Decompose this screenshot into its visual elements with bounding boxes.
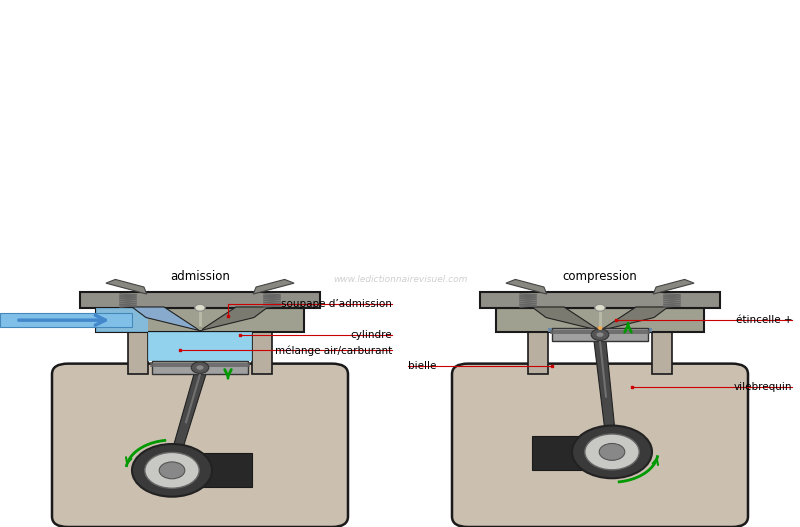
Text: mélange air/carburant: mélange air/carburant [274, 345, 392, 356]
Polygon shape [167, 374, 206, 468]
Text: bielle: bielle [408, 362, 436, 371]
Bar [652, 332, 672, 374]
Polygon shape [200, 307, 268, 331]
Bar [252, 332, 272, 374]
Bar [128, 332, 148, 374]
FancyBboxPatch shape [52, 364, 348, 527]
Text: compression: compression [562, 270, 638, 283]
Circle shape [198, 326, 202, 330]
Circle shape [159, 462, 185, 479]
Circle shape [191, 362, 209, 373]
Text: www.ledictionnairevisuel.com: www.ledictionnairevisuel.com [333, 275, 467, 284]
Circle shape [132, 444, 212, 496]
Bar [152, 361, 248, 374]
Bar [0, 313, 132, 327]
Bar [96, 308, 304, 332]
Bar [528, 332, 548, 374]
Polygon shape [532, 436, 588, 470]
Polygon shape [654, 279, 694, 294]
Bar [548, 328, 652, 332]
Bar [96, 308, 148, 332]
Polygon shape [594, 341, 617, 449]
Polygon shape [106, 279, 146, 294]
Circle shape [598, 326, 602, 330]
Circle shape [599, 444, 625, 461]
Text: admission: admission [170, 270, 230, 283]
Bar [148, 332, 252, 361]
Polygon shape [600, 307, 668, 331]
Bar [496, 308, 704, 332]
Polygon shape [196, 453, 252, 487]
Polygon shape [132, 307, 200, 331]
Circle shape [585, 434, 639, 470]
Circle shape [591, 329, 609, 340]
Circle shape [596, 332, 604, 337]
Bar [552, 328, 648, 341]
Circle shape [196, 365, 204, 370]
Circle shape [145, 452, 199, 488]
Polygon shape [506, 279, 546, 294]
Bar [480, 292, 720, 308]
Circle shape [572, 426, 652, 479]
Text: soupape d’admission: soupape d’admission [281, 299, 392, 309]
Polygon shape [532, 307, 600, 331]
Text: étincelle +: étincelle + [735, 315, 792, 325]
Text: vilebrequin: vilebrequin [734, 383, 792, 392]
FancyBboxPatch shape [452, 364, 748, 527]
Bar [80, 292, 320, 308]
Text: cylindre: cylindre [350, 330, 392, 339]
Polygon shape [254, 279, 294, 294]
Circle shape [594, 305, 606, 311]
Circle shape [195, 305, 205, 311]
